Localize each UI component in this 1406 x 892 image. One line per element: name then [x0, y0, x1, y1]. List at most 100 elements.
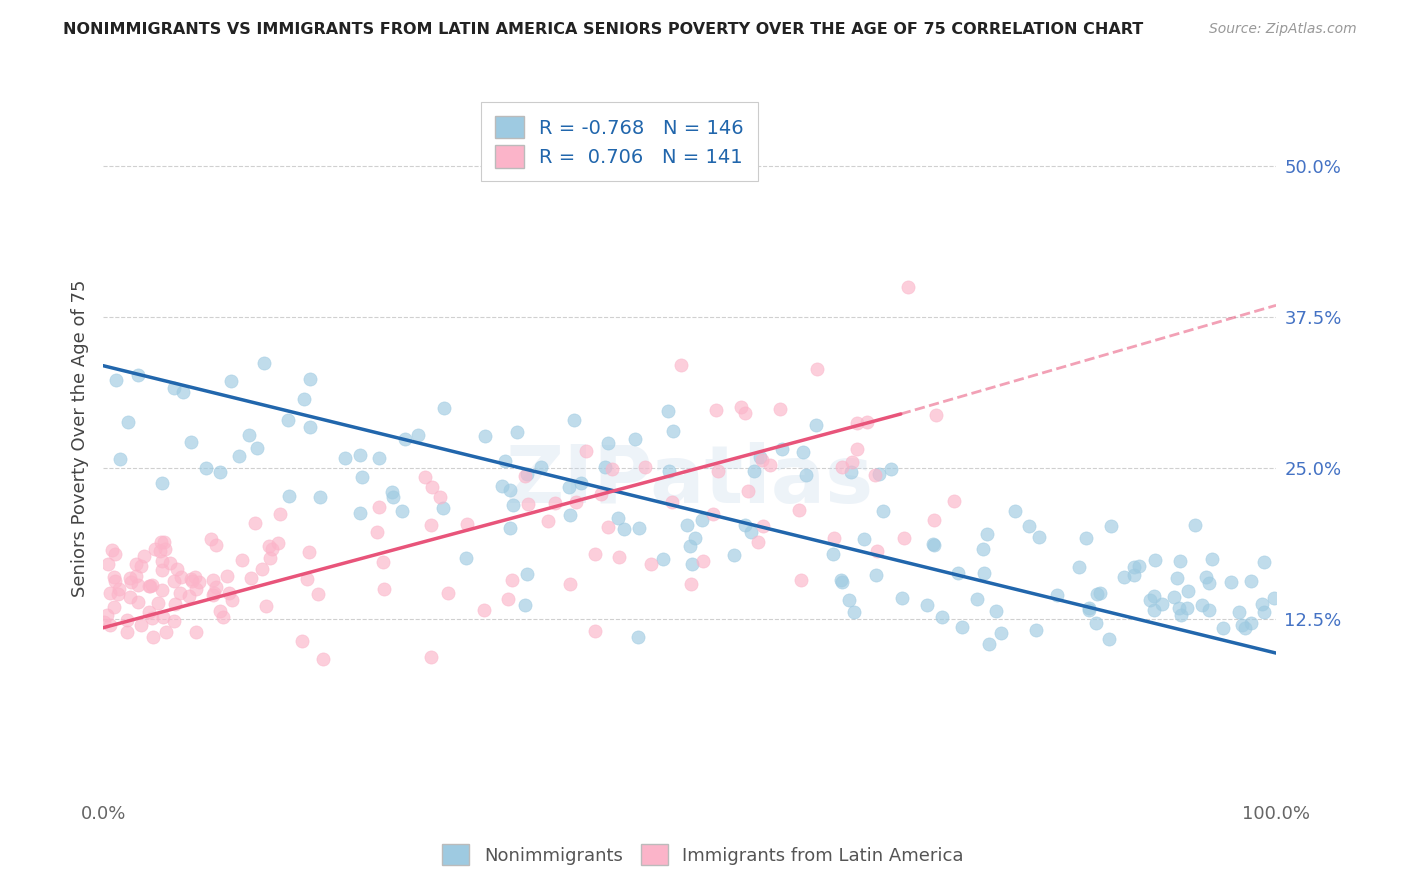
- Point: [990, 625, 1012, 640]
- Point: [1195, 570, 1218, 584]
- Point: [537, 514, 560, 528]
- Point: [1090, 586, 1112, 600]
- Point: [312, 652, 335, 666]
- Point: [747, 535, 769, 549]
- Point: [277, 413, 299, 427]
- Point: [734, 517, 756, 532]
- Point: [623, 432, 645, 446]
- Point: [678, 539, 700, 553]
- Point: [120, 571, 142, 585]
- Point: [201, 573, 224, 587]
- Point: [676, 518, 699, 533]
- Point: [915, 598, 938, 612]
- Point: [98, 585, 121, 599]
- Point: [297, 572, 319, 586]
- Point: [163, 614, 186, 628]
- Point: [1253, 555, 1275, 569]
- Point: [593, 460, 616, 475]
- Point: [124, 569, 146, 583]
- Point: [299, 419, 322, 434]
- Point: [413, 469, 436, 483]
- Point: [946, 566, 969, 581]
- Point: [513, 598, 536, 612]
- Point: [564, 494, 586, 508]
- Point: [117, 415, 139, 429]
- Point: [456, 551, 478, 566]
- Point: [1074, 531, 1097, 545]
- Point: [100, 543, 122, 558]
- Point: [723, 548, 745, 562]
- Point: [602, 462, 624, 476]
- Point: [299, 372, 322, 386]
- Point: [796, 468, 818, 483]
- Point: [180, 435, 202, 450]
- Point: [163, 381, 186, 395]
- Point: [852, 533, 875, 547]
- Point: [863, 468, 886, 483]
- Point: [925, 409, 948, 423]
- Point: [1167, 600, 1189, 615]
- Point: [634, 460, 657, 475]
- Text: ZIPatlas: ZIPatlas: [506, 442, 873, 520]
- Point: [117, 624, 139, 639]
- Point: [1251, 597, 1274, 611]
- Point: [253, 356, 276, 370]
- Point: [516, 467, 538, 482]
- Point: [872, 504, 894, 518]
- Point: [1067, 559, 1090, 574]
- Point: [986, 604, 1008, 618]
- Point: [371, 555, 394, 569]
- Point: [657, 404, 679, 418]
- Point: [184, 624, 207, 639]
- Point: [394, 432, 416, 446]
- Point: [896, 279, 918, 293]
- Point: [118, 591, 141, 605]
- Point: [830, 573, 852, 587]
- Point: [166, 562, 188, 576]
- Point: [707, 464, 730, 478]
- Point: [661, 494, 683, 508]
- Point: [866, 543, 889, 558]
- Point: [150, 475, 173, 490]
- Point: [366, 525, 388, 540]
- Point: [583, 624, 606, 639]
- Point: [432, 501, 454, 516]
- Point: [1004, 503, 1026, 517]
- Point: [1170, 607, 1192, 622]
- Point: [221, 593, 243, 607]
- Text: Source: ZipAtlas.com: Source: ZipAtlas.com: [1209, 22, 1357, 37]
- Point: [966, 592, 988, 607]
- Point: [211, 610, 233, 624]
- Point: [658, 464, 681, 478]
- Point: [150, 582, 173, 597]
- Point: [498, 592, 520, 607]
- Point: [856, 415, 879, 429]
- Point: [103, 599, 125, 614]
- Point: [1191, 598, 1213, 612]
- Point: [228, 449, 250, 463]
- Point: [205, 538, 228, 552]
- Point: [169, 586, 191, 600]
- Point: [942, 494, 965, 508]
- Point: [153, 535, 176, 549]
- Point: [381, 484, 404, 499]
- Point: [254, 599, 277, 613]
- Legend: R = -0.768   N = 146, R =  0.706   N = 141: R = -0.768 N = 146, R = 0.706 N = 141: [481, 103, 758, 181]
- Point: [865, 568, 887, 582]
- Point: [502, 499, 524, 513]
- Point: [804, 417, 827, 432]
- Point: [373, 582, 395, 596]
- Point: [163, 574, 186, 588]
- Y-axis label: Seniors Poverty Over the Age of 75: Seniors Poverty Over the Age of 75: [72, 279, 89, 597]
- Point: [184, 582, 207, 596]
- Point: [115, 613, 138, 627]
- Point: [740, 525, 762, 540]
- Point: [309, 490, 332, 504]
- Point: [165, 597, 187, 611]
- Point: [607, 549, 630, 564]
- Point: [972, 541, 994, 556]
- Point: [640, 557, 662, 571]
- Point: [662, 424, 685, 438]
- Point: [921, 537, 943, 551]
- Point: [491, 478, 513, 492]
